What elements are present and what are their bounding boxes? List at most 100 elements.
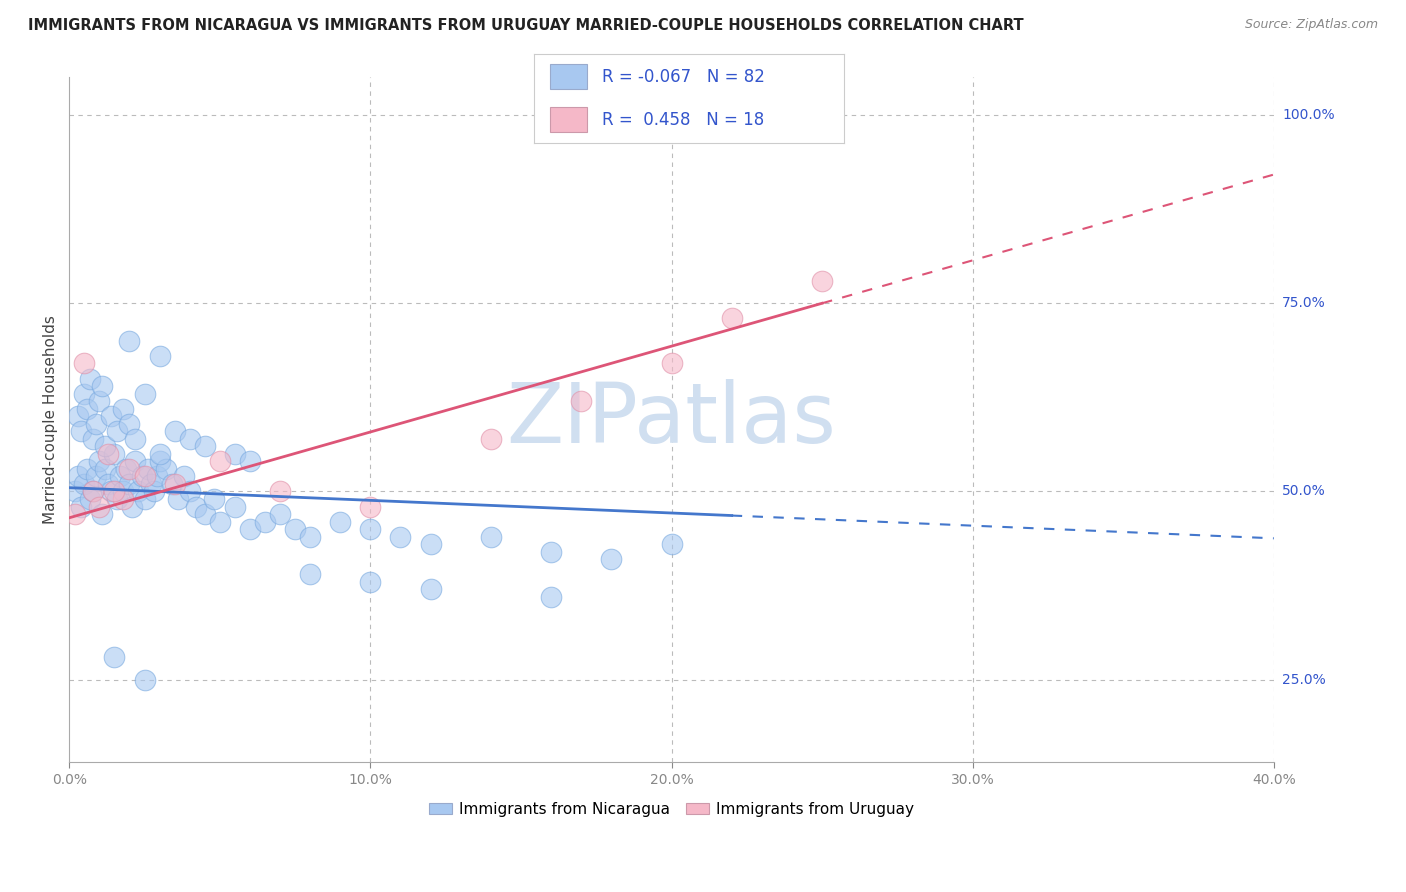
- Text: Source: ZipAtlas.com: Source: ZipAtlas.com: [1244, 18, 1378, 31]
- Point: [100, 409, 122, 424]
- Point: [94, 462, 117, 476]
- Point: [661, 537, 683, 551]
- Point: [79, 491, 101, 506]
- Point: [124, 454, 146, 468]
- Point: [110, 469, 132, 483]
- Point: [202, 491, 225, 506]
- Point: [118, 462, 141, 476]
- Point: [208, 515, 231, 529]
- Point: [91, 507, 114, 521]
- Point: [299, 567, 322, 582]
- Point: [118, 477, 141, 491]
- Legend: Immigrants from Nicaragua, Immigrants from Uruguay: Immigrants from Nicaragua, Immigrants fr…: [423, 796, 921, 823]
- Point: [166, 491, 188, 506]
- Point: [284, 522, 307, 536]
- Text: 25.0%: 25.0%: [1282, 673, 1326, 687]
- Point: [163, 424, 186, 438]
- Point: [67, 469, 90, 483]
- Point: [359, 574, 381, 589]
- Point: [97, 447, 120, 461]
- Point: [208, 454, 231, 468]
- Point: [720, 311, 742, 326]
- Point: [661, 356, 683, 370]
- Point: [811, 274, 834, 288]
- Point: [569, 394, 592, 409]
- Point: [107, 424, 129, 438]
- Point: [91, 379, 114, 393]
- Point: [194, 507, 217, 521]
- Point: [359, 522, 381, 536]
- Point: [194, 439, 217, 453]
- Point: [86, 417, 108, 431]
- Point: [155, 462, 177, 476]
- Point: [139, 477, 162, 491]
- Point: [479, 530, 502, 544]
- Point: [86, 469, 108, 483]
- Point: [121, 500, 143, 514]
- Point: [118, 334, 141, 348]
- Point: [73, 477, 96, 491]
- Text: R =  0.458   N = 18: R = 0.458 N = 18: [602, 111, 765, 128]
- Point: [103, 650, 125, 665]
- Point: [128, 484, 150, 499]
- Point: [89, 454, 111, 468]
- Point: [253, 515, 276, 529]
- Text: 75.0%: 75.0%: [1282, 296, 1326, 310]
- Point: [70, 424, 93, 438]
- Point: [148, 454, 170, 468]
- Point: [173, 469, 195, 483]
- Point: [89, 394, 111, 409]
- Point: [269, 507, 291, 521]
- Y-axis label: Married-couple Households: Married-couple Households: [44, 316, 58, 524]
- Point: [419, 537, 441, 551]
- Point: [239, 522, 262, 536]
- Point: [299, 530, 322, 544]
- Point: [82, 432, 104, 446]
- Point: [136, 462, 159, 476]
- Point: [65, 484, 87, 499]
- Point: [94, 439, 117, 453]
- Point: [163, 477, 186, 491]
- Point: [89, 500, 111, 514]
- Point: [79, 371, 101, 385]
- Point: [479, 432, 502, 446]
- Point: [145, 469, 167, 483]
- Point: [224, 447, 246, 461]
- Point: [76, 401, 98, 416]
- Point: [82, 484, 104, 499]
- Point: [124, 432, 146, 446]
- Text: ZIPatlas: ZIPatlas: [506, 379, 837, 460]
- Point: [224, 500, 246, 514]
- Point: [329, 515, 352, 529]
- Point: [269, 484, 291, 499]
- Point: [600, 552, 623, 566]
- Point: [107, 491, 129, 506]
- Point: [73, 386, 96, 401]
- Point: [148, 447, 170, 461]
- Point: [112, 401, 135, 416]
- Point: [142, 484, 165, 499]
- Point: [540, 544, 562, 558]
- Point: [179, 432, 201, 446]
- Point: [184, 500, 207, 514]
- Point: [239, 454, 262, 468]
- Point: [134, 469, 156, 483]
- Point: [179, 484, 201, 499]
- Point: [115, 462, 138, 476]
- Point: [134, 491, 156, 506]
- Text: IMMIGRANTS FROM NICARAGUA VS IMMIGRANTS FROM URUGUAY MARRIED-COUPLE HOUSEHOLDS C: IMMIGRANTS FROM NICARAGUA VS IMMIGRANTS …: [28, 18, 1024, 33]
- Point: [112, 491, 135, 506]
- Point: [134, 386, 156, 401]
- Point: [359, 500, 381, 514]
- Point: [148, 349, 170, 363]
- Point: [97, 477, 120, 491]
- Point: [100, 484, 122, 499]
- Point: [103, 484, 125, 499]
- Point: [118, 417, 141, 431]
- Point: [73, 356, 96, 370]
- Bar: [550, 64, 586, 89]
- Text: 100.0%: 100.0%: [1282, 108, 1334, 122]
- Point: [419, 582, 441, 597]
- Point: [131, 469, 153, 483]
- Point: [70, 500, 93, 514]
